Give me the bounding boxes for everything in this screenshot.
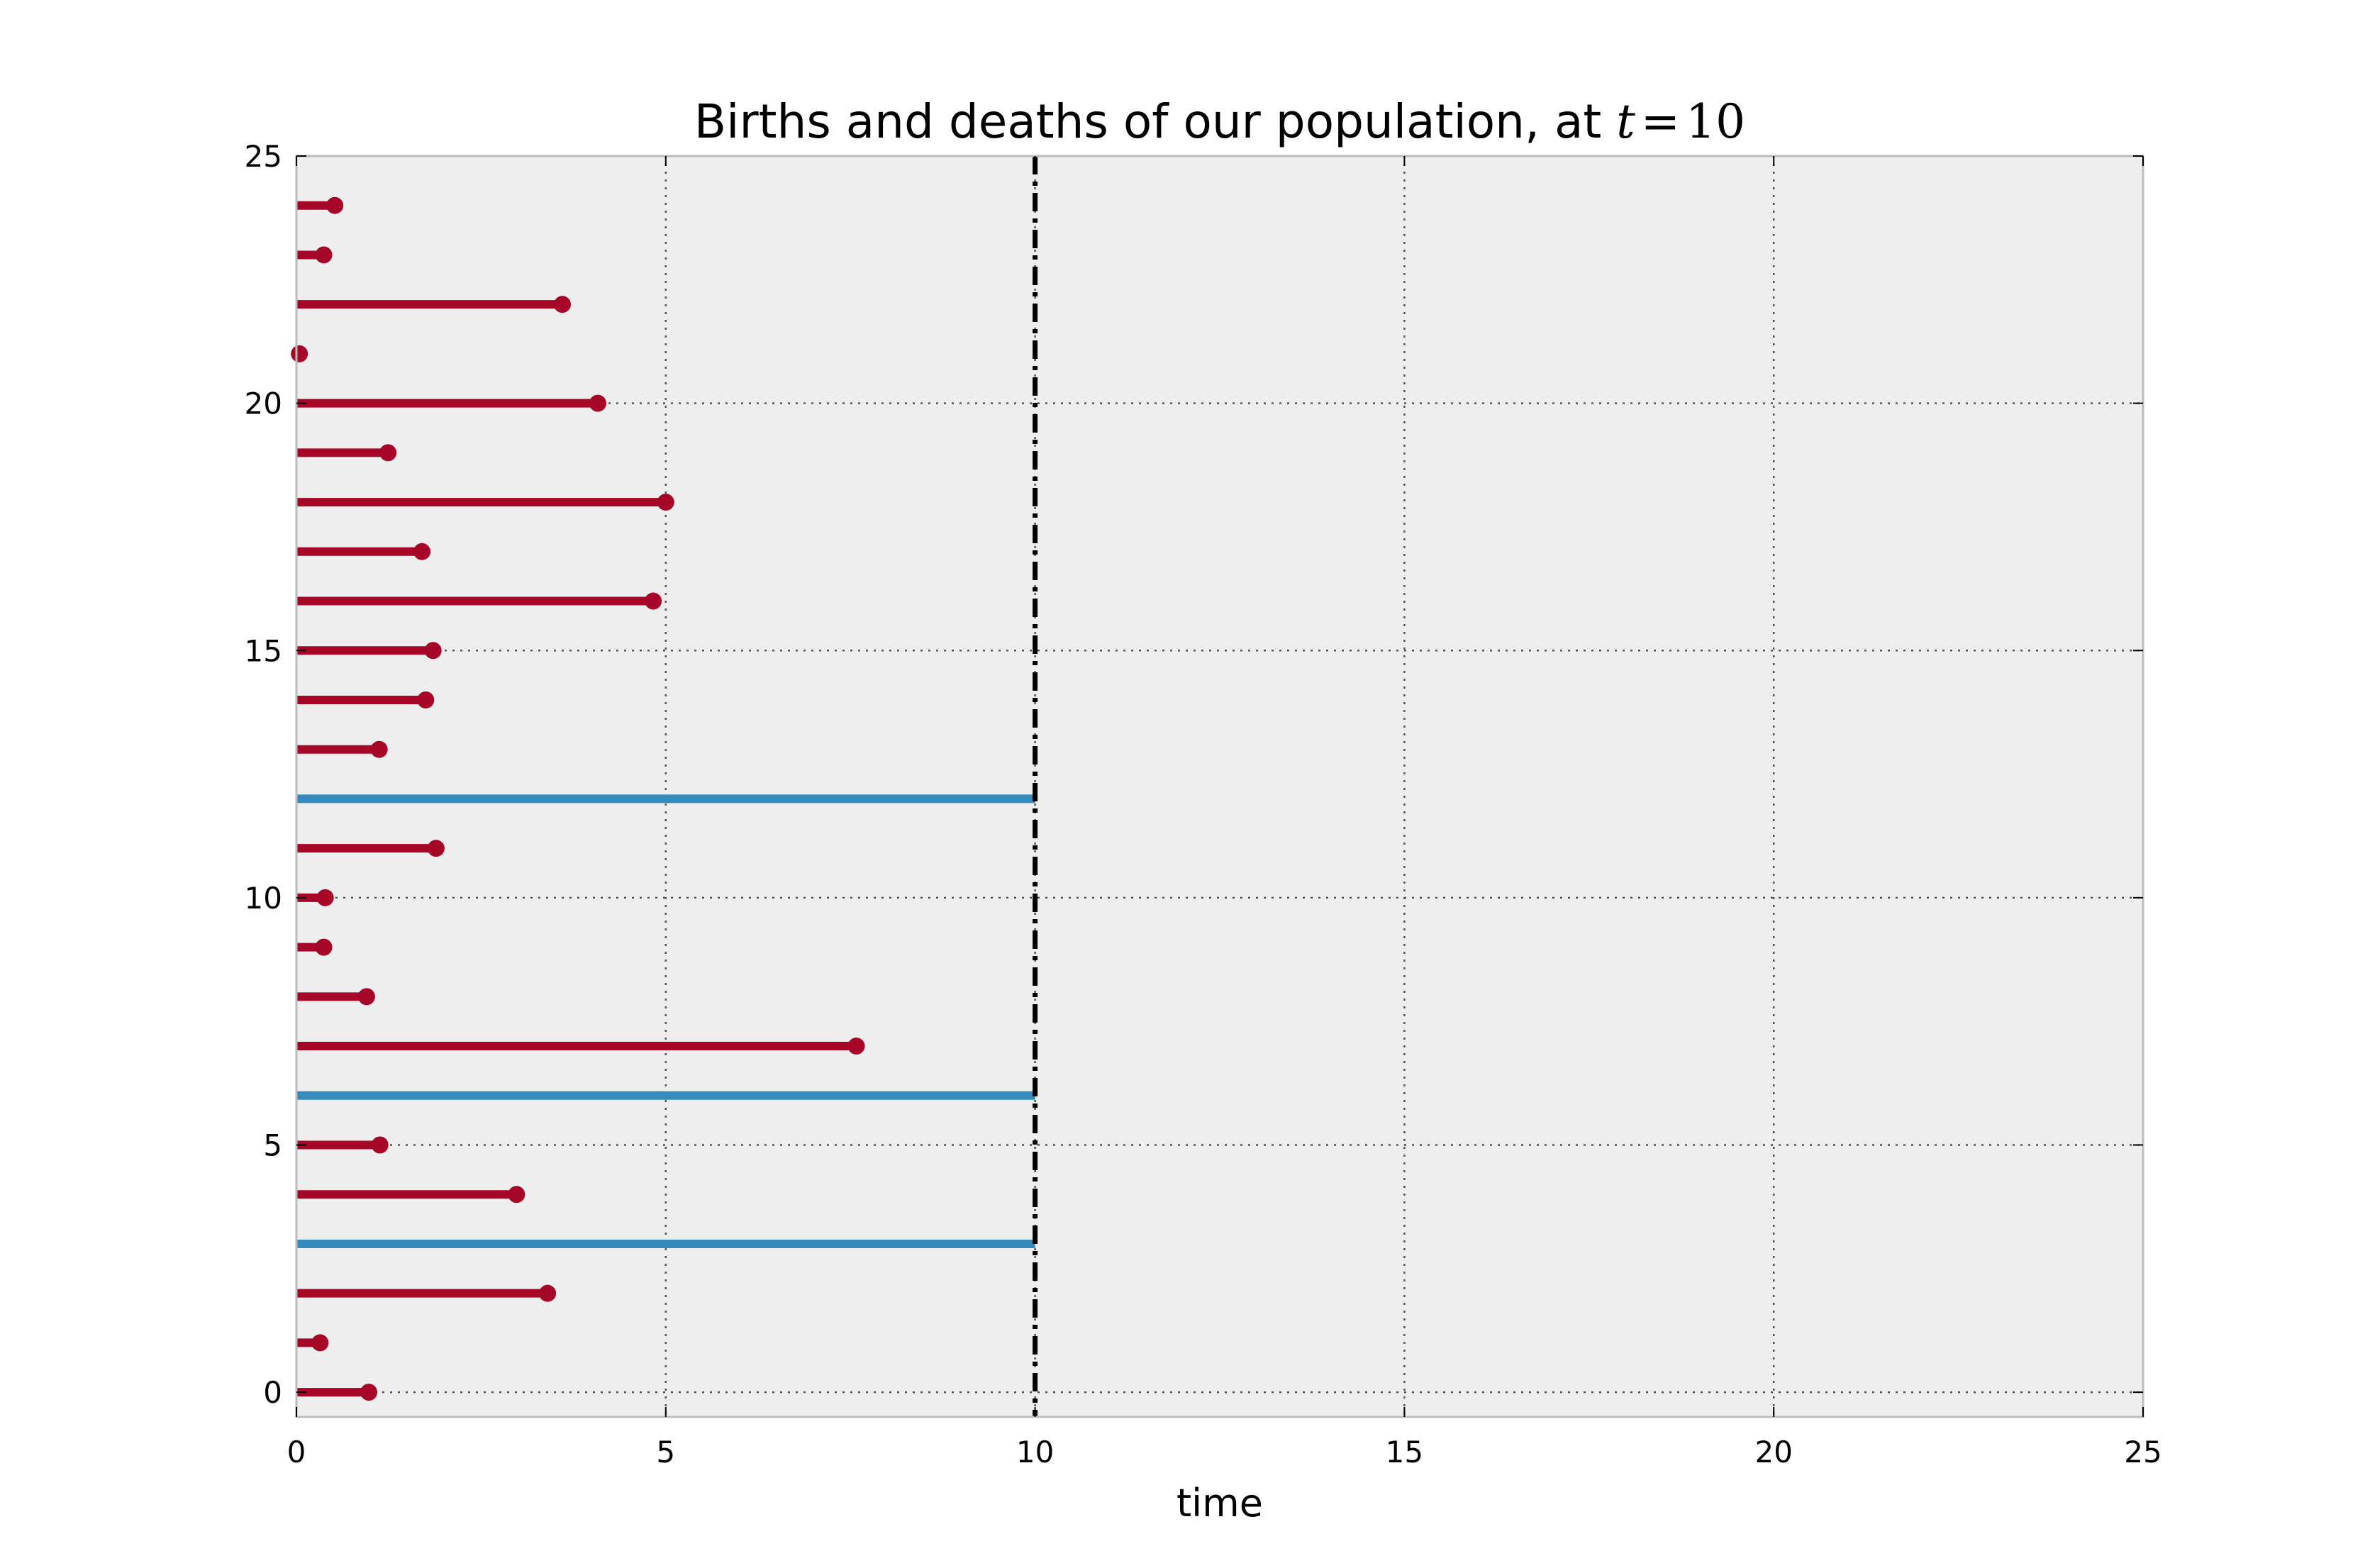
axis-ticks <box>296 155 2144 1417</box>
lifetime-lines <box>291 196 1035 1401</box>
death-marker <box>379 444 397 462</box>
death-marker <box>539 1284 557 1302</box>
death-marker <box>847 1038 865 1055</box>
x-axis-label: time <box>1176 1481 1263 1525</box>
chart-title-math-operator: = <box>1641 94 1680 149</box>
death-marker <box>508 1186 525 1203</box>
death-marker <box>657 494 674 511</box>
death-marker <box>417 691 435 708</box>
death-marker <box>311 1334 329 1352</box>
death-marker <box>645 592 662 610</box>
death-marker <box>371 1136 389 1154</box>
y-tick-label: 25 <box>245 139 282 174</box>
chart-title-math-variable: t <box>1616 94 1635 149</box>
y-tick-label: 5 <box>263 1128 282 1163</box>
death-marker <box>360 1384 378 1401</box>
death-marker <box>315 246 333 264</box>
death-marker <box>291 345 308 362</box>
x-tick-label: 5 <box>656 1435 675 1469</box>
chart-title: Births and deaths of our population, at … <box>694 94 1745 149</box>
death-marker <box>553 296 571 313</box>
y-tick-labels: 0 5 10 15 20 25 <box>245 139 282 1410</box>
death-marker <box>326 196 344 214</box>
chart-title-text: Births and deaths of our population, at <box>694 94 1616 149</box>
x-tick-label: 10 <box>1016 1435 1054 1469</box>
plot-area <box>296 156 2143 1417</box>
x-tick-label: 15 <box>1386 1435 1423 1469</box>
y-tick-label: 0 <box>263 1375 282 1410</box>
y-tick-label: 10 <box>245 881 282 916</box>
x-tick-labels: 0 5 10 15 20 25 <box>287 1435 2162 1469</box>
death-marker <box>357 988 375 1006</box>
x-tick-label: 25 <box>2124 1435 2162 1469</box>
y-tick-label: 20 <box>245 387 282 421</box>
death-marker <box>370 740 388 758</box>
y-tick-label: 15 <box>245 633 282 668</box>
chart-title-math-value: 10 <box>1686 94 1745 149</box>
death-marker <box>424 642 442 660</box>
death-marker <box>315 938 333 956</box>
death-marker <box>316 889 334 906</box>
plot-frame <box>295 155 2144 1418</box>
death-marker <box>589 394 606 412</box>
death-marker <box>427 840 445 857</box>
death-marker <box>413 543 431 560</box>
x-tick-label: 20 <box>1754 1435 1792 1469</box>
x-tick-label: 0 <box>287 1435 306 1469</box>
